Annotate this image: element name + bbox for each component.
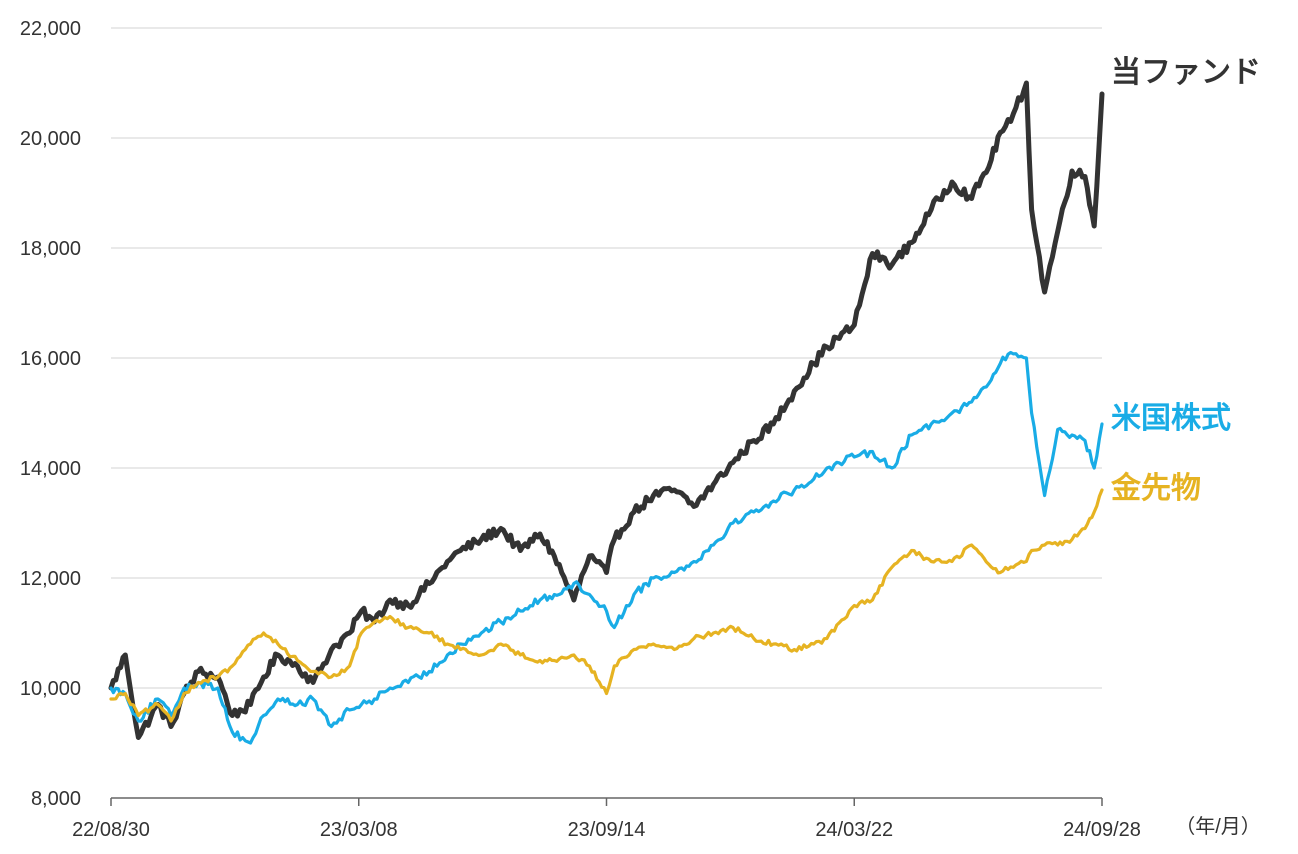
x-tick-label: 22/08/30 xyxy=(72,819,150,841)
x-unit-label: （年/月） xyxy=(1175,815,1261,838)
y-tick-label: 20,000 xyxy=(20,128,81,150)
series-line xyxy=(109,350,1104,745)
series-line xyxy=(109,488,1104,723)
y-tick-label: 16,000 xyxy=(20,348,81,370)
y-tick-label: 10,000 xyxy=(20,678,81,700)
grid-lines xyxy=(111,27,1102,689)
y-tick-label: 18,000 xyxy=(20,238,81,260)
series-lines xyxy=(108,80,1105,745)
x-tick-label: 24/09/28 xyxy=(1063,819,1141,841)
x-tick-label: 23/09/14 xyxy=(568,819,646,841)
y-tick-labels: 8,000 10,000 12,000 14,000 16,000 18,000 20,00… xyxy=(20,18,81,810)
x-tick-label: 24/03/22 xyxy=(815,819,893,841)
y-tick-label: 22,000 xyxy=(20,18,81,40)
legend-label: 当ファンド xyxy=(1111,56,1261,89)
series-line xyxy=(108,80,1105,740)
x-tick-label: 23/03/08 xyxy=(320,819,398,841)
y-tick-label: 14,000 xyxy=(20,458,81,480)
y-tick-label: 8,000 xyxy=(31,788,81,810)
x-tick-labels: 22/08/30 23/03/08 23/09/14 24/03/22 24/09/28 xyxy=(72,798,1141,841)
legend-label: 金先物 xyxy=(1110,471,1201,505)
y-tick-label: 12,000 xyxy=(20,568,81,590)
legend-label: 米国株式 xyxy=(1111,402,1231,435)
